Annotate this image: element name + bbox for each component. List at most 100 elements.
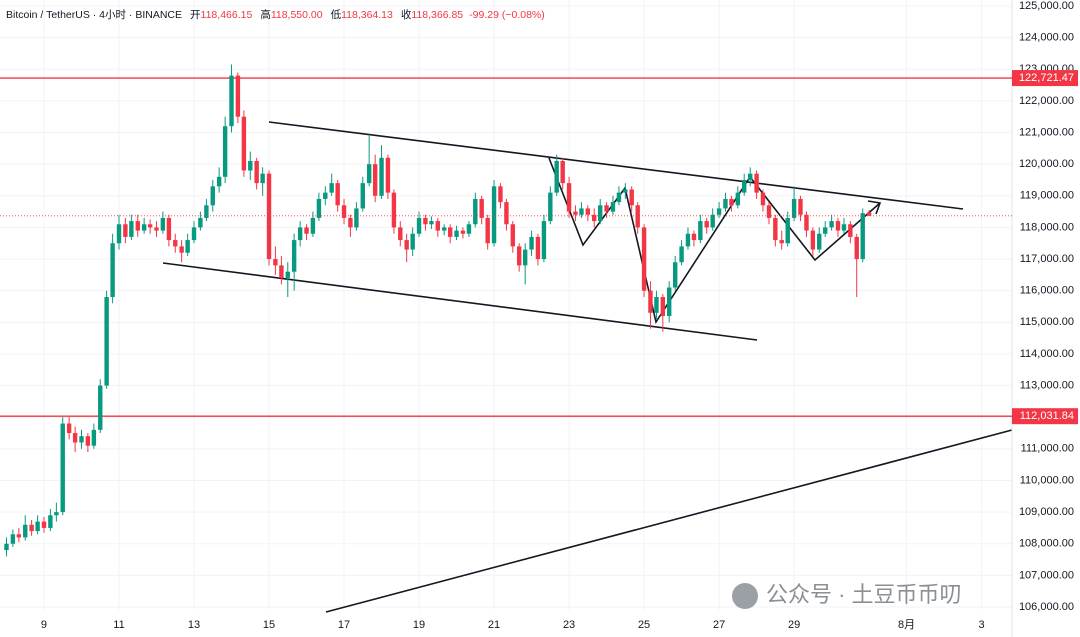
candle-body xyxy=(654,297,659,313)
header-text: 低 xyxy=(330,9,342,21)
candle-body xyxy=(54,512,59,516)
candle-body xyxy=(679,246,684,263)
candle-body xyxy=(866,212,872,216)
candle-body xyxy=(498,186,503,203)
candle-body xyxy=(116,224,122,244)
legend-header: Bitcoin / TetherUS · 4小时 · BINANCE 开118,4… xyxy=(6,7,551,22)
candle-body xyxy=(348,217,353,228)
candle-body xyxy=(635,205,640,228)
candle-body xyxy=(504,202,509,225)
candle-body xyxy=(597,205,603,222)
candle-body xyxy=(485,217,490,244)
candle-body xyxy=(41,521,47,528)
candle-body xyxy=(716,208,722,215)
candle-body xyxy=(198,217,203,228)
y-tick-label: 118,000.00 xyxy=(1020,221,1074,233)
candle-body xyxy=(297,227,303,241)
y-tick-label: 124,000.00 xyxy=(1019,32,1074,44)
candle-body xyxy=(173,240,178,247)
y-tick-label: 108,000.00 xyxy=(1019,538,1074,550)
candle-body xyxy=(279,265,284,279)
candle-body xyxy=(341,205,347,218)
candle-body xyxy=(435,221,440,231)
candle-body xyxy=(579,208,584,215)
candle-body xyxy=(810,230,816,250)
candle-body xyxy=(785,217,790,244)
y-tick-label: 115,000.00 xyxy=(1020,316,1074,328)
x-tick-label: 13 xyxy=(188,619,200,631)
candle-body xyxy=(416,217,422,234)
candle-body xyxy=(779,240,784,244)
y-tick-label: 122,000.00 xyxy=(1019,95,1074,107)
candle-body xyxy=(235,75,241,117)
candle-body xyxy=(473,198,478,225)
price-label-bg xyxy=(1012,408,1078,425)
candle-body xyxy=(704,221,709,228)
candle-body xyxy=(710,214,715,228)
candle-body xyxy=(60,423,65,513)
candle-body xyxy=(460,230,466,234)
candle-body xyxy=(673,262,678,288)
candle-body xyxy=(4,543,9,551)
candle-body xyxy=(204,205,209,218)
candle-body xyxy=(723,198,728,209)
y-tick-label: 113,000.00 xyxy=(1020,379,1074,391)
candle-body xyxy=(423,217,428,225)
candle-body xyxy=(823,227,828,234)
candle-body xyxy=(23,524,28,538)
candle-body xyxy=(835,221,841,231)
candle-body xyxy=(629,189,634,206)
candle-body xyxy=(548,192,553,222)
candle-body xyxy=(185,240,190,253)
candle-body xyxy=(848,224,853,237)
header-text: 开 xyxy=(190,9,201,21)
candle-body xyxy=(616,192,622,203)
candle-body xyxy=(66,423,72,434)
y-tick-label: 120,000.00 xyxy=(1019,158,1074,170)
candle-body xyxy=(648,290,653,313)
candle-body xyxy=(360,183,365,209)
price-label: 112,031.84 xyxy=(1020,410,1074,422)
y-tick-label: 117,000.00 xyxy=(1020,253,1074,265)
candle-body xyxy=(610,202,616,212)
x-tick-label: 17 xyxy=(338,619,350,631)
candle-body xyxy=(160,217,166,231)
candle-body xyxy=(760,192,766,206)
candle-body xyxy=(222,126,228,177)
x-tick-label: 8月 xyxy=(898,619,915,631)
candle-body xyxy=(748,173,753,180)
y-tick-label: 114,000.00 xyxy=(1020,348,1074,360)
candle-body xyxy=(29,524,34,532)
candle-body xyxy=(91,429,97,446)
y-tick-label: 125,000.00 xyxy=(1019,0,1074,12)
y-tick-label: 121,000.00 xyxy=(1019,126,1074,138)
candle-body xyxy=(854,236,859,260)
candle-body xyxy=(291,240,297,272)
candle-body xyxy=(166,217,172,241)
candle-body xyxy=(254,160,259,184)
candle-body xyxy=(566,183,572,212)
candle-body xyxy=(773,217,778,241)
candle-body xyxy=(304,227,309,234)
price-label: 122,721.47 xyxy=(1019,72,1074,84)
candle-body xyxy=(623,189,628,193)
candle-body xyxy=(335,183,340,206)
x-tick-label: 9 xyxy=(41,619,47,631)
candle-body xyxy=(804,214,809,231)
candle-body xyxy=(441,227,447,231)
candle-body xyxy=(841,224,847,231)
y-tick-label: 116,000.00 xyxy=(1020,285,1074,297)
candle-body xyxy=(216,176,222,187)
y-tick-label: 111,000.00 xyxy=(1021,443,1074,455)
y-tick-label: 109,000.00 xyxy=(1019,506,1074,518)
candle-body xyxy=(729,198,734,206)
candle-body xyxy=(754,173,759,193)
candle-body xyxy=(316,198,322,218)
trend-line xyxy=(268,121,964,210)
candle-body xyxy=(735,192,741,206)
candle-body xyxy=(260,173,265,184)
ohlc-value: -99.29 (−0.08%) xyxy=(469,9,545,21)
candle-body xyxy=(491,186,497,244)
trend-line xyxy=(325,429,1013,613)
